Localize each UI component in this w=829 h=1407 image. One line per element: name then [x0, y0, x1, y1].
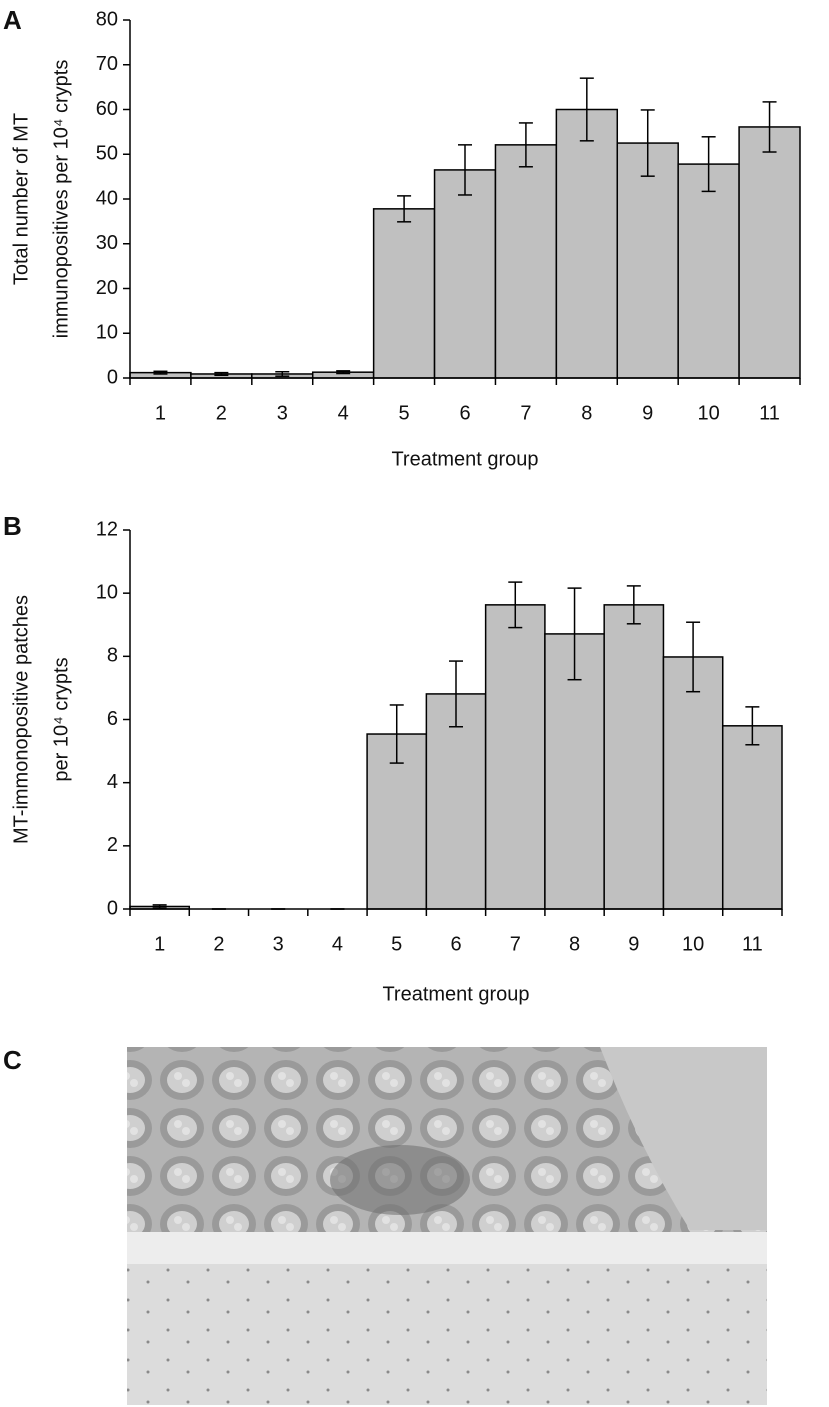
y-axis-label: immunopositives per 10⁴ crypts	[50, 60, 72, 339]
error-bar	[152, 904, 167, 909]
bar	[677, 163, 740, 379]
error-bar	[686, 621, 701, 693]
error-bar	[449, 660, 463, 728]
x-tick-label: 2	[216, 402, 227, 424]
x-tick-label: 5	[399, 402, 410, 424]
error-bar	[389, 704, 404, 764]
bar	[603, 604, 665, 910]
bar	[721, 725, 783, 910]
bar	[662, 656, 724, 910]
error-bar	[626, 585, 641, 625]
x-tick-label: 11	[759, 402, 780, 424]
x-tick-label: 7	[510, 933, 521, 955]
micrograph	[127, 1047, 767, 1405]
x-tick-label: 2	[213, 933, 224, 955]
y-tick-label: 0	[107, 897, 118, 919]
bar	[555, 108, 619, 379]
y-axis-label: per 10⁴ crypts	[50, 657, 72, 781]
x-tick-label: 5	[391, 933, 402, 955]
y-tick-label: 6	[107, 708, 118, 730]
x-tick-label: 1	[154, 933, 165, 955]
error-bar	[275, 370, 290, 377]
x-tick-label: 11	[742, 933, 763, 955]
x-tick-label: 6	[459, 402, 470, 424]
y-tick-label: 20	[96, 277, 118, 299]
x-tick-label: 7	[520, 402, 531, 424]
error-bar	[567, 587, 582, 681]
x-tick-label: 3	[277, 402, 288, 424]
bar	[425, 693, 487, 910]
bar	[738, 126, 801, 379]
x-tick-label: 8	[581, 402, 592, 424]
y-tick-label: 30	[96, 232, 118, 254]
error-bar	[745, 706, 760, 746]
error-bar	[701, 136, 716, 193]
error-bar	[397, 195, 412, 223]
x-tick-label: 4	[338, 402, 349, 424]
error-bar	[153, 370, 168, 375]
x-tick-label: 9	[642, 402, 653, 424]
x-tick-label: 10	[682, 933, 704, 955]
bar	[433, 169, 497, 379]
x-tick-label: 6	[450, 933, 461, 955]
bar	[484, 604, 546, 910]
x-tick-label: 8	[569, 933, 580, 955]
error-bar	[508, 581, 523, 629]
x-axis-label: Treatment group	[391, 448, 538, 470]
x-axis-label: Treatment group	[382, 983, 529, 1005]
panel-letter: C	[3, 1045, 22, 1075]
x-tick-label: 3	[273, 933, 284, 955]
x-tick-label: 4	[332, 933, 343, 955]
y-axis-label: Total number of MT	[10, 113, 32, 285]
y-tick-label: 12	[96, 518, 118, 540]
y-tick-label: 50	[96, 143, 118, 165]
y-tick-label: 4	[107, 771, 118, 793]
panel-letter: A	[3, 5, 22, 35]
error-bar	[579, 77, 594, 142]
y-tick-label: 40	[96, 187, 118, 209]
y-tick-label: 60	[96, 98, 118, 120]
error-bar	[458, 144, 472, 196]
y-tick-label: 8	[107, 645, 118, 667]
y-tick-label: 2	[107, 834, 118, 856]
x-tick-label: 1	[155, 402, 166, 424]
error-bar	[518, 122, 533, 168]
y-tick-label: 0	[107, 366, 118, 388]
y-tick-label: 80	[96, 8, 118, 30]
x-tick-label: 9	[628, 933, 639, 955]
bar	[494, 144, 558, 379]
bar	[616, 142, 679, 379]
y-tick-label: 70	[96, 53, 118, 75]
error-bar	[336, 370, 351, 375]
error-bar	[640, 109, 655, 177]
y-axis-label: MT-immonopositive patches	[10, 595, 32, 844]
panel-letter: B	[3, 511, 22, 541]
error-bar	[214, 371, 229, 377]
error-bar	[762, 101, 777, 153]
x-tick-label: 10	[698, 402, 720, 424]
bar	[372, 208, 436, 379]
y-tick-label: 10	[96, 581, 118, 603]
y-tick-label: 10	[96, 322, 118, 344]
